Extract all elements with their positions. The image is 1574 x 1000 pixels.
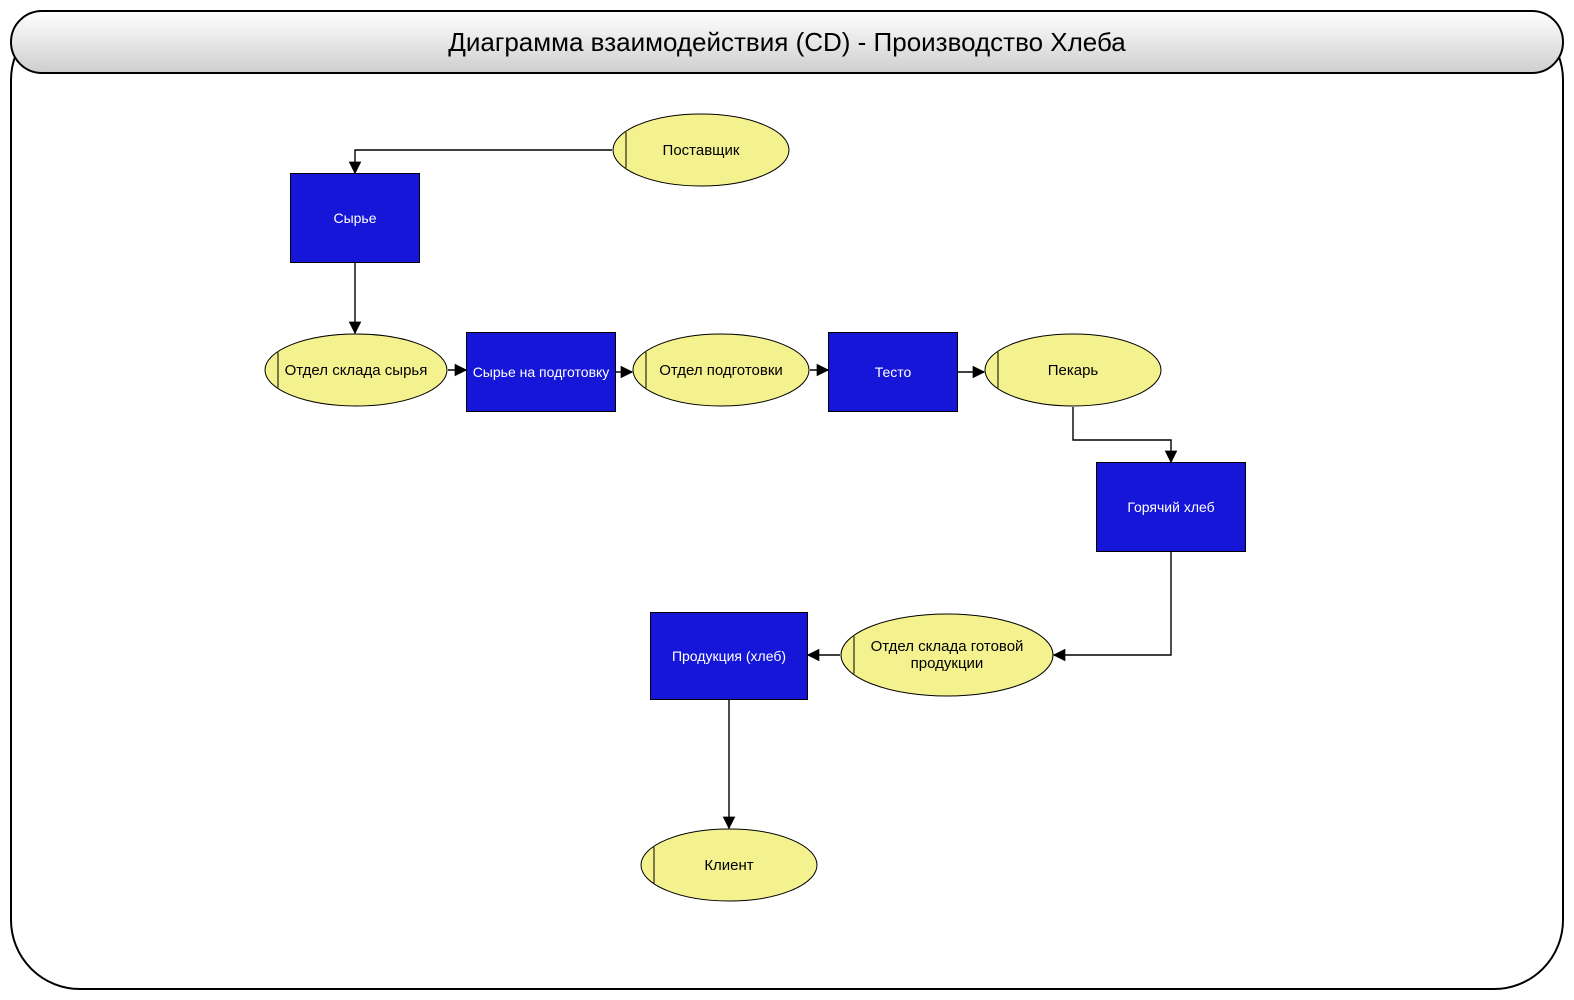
node-label: Сырье (333, 210, 376, 227)
node-hotbread: Горячий хлеб (1096, 462, 1246, 552)
node-supplier: Поставщик (612, 113, 790, 187)
node-baker: Пекарь (984, 333, 1162, 407)
node-label: Клиент (704, 857, 753, 874)
node-label: Сырье на подготовку (473, 364, 610, 381)
diagram-title: Диаграмма взаимодействия (CD) - Производ… (448, 27, 1125, 58)
node-label: Продукция (хлеб) (672, 648, 786, 665)
node-product: Продукция (хлеб) (650, 612, 808, 700)
node-raw: Сырье (290, 173, 420, 263)
node-label: Отдел склада сырья (285, 362, 428, 379)
node-client: Клиент (640, 828, 818, 902)
diagram-stage: Диаграмма взаимодействия (CD) - Производ… (0, 0, 1574, 1000)
node-label: Пекарь (1048, 362, 1099, 379)
node-label: Поставщик (663, 142, 740, 159)
node-dough: Тесто (828, 332, 958, 412)
node-label: Отдел склада готовой продукции (860, 638, 1034, 672)
node-label: Тесто (875, 364, 912, 381)
node-rawstore: Отдел склада сырья (264, 333, 448, 407)
node-finstore: Отдел склада готовой продукции (840, 613, 1054, 697)
node-label: Горячий хлеб (1127, 499, 1214, 516)
diagram-titlebar: Диаграмма взаимодействия (CD) - Производ… (10, 10, 1564, 74)
node-prepdept: Отдел подготовки (632, 333, 810, 407)
node-label: Отдел подготовки (659, 362, 783, 379)
node-rawprep: Сырье на подготовку (466, 332, 616, 412)
